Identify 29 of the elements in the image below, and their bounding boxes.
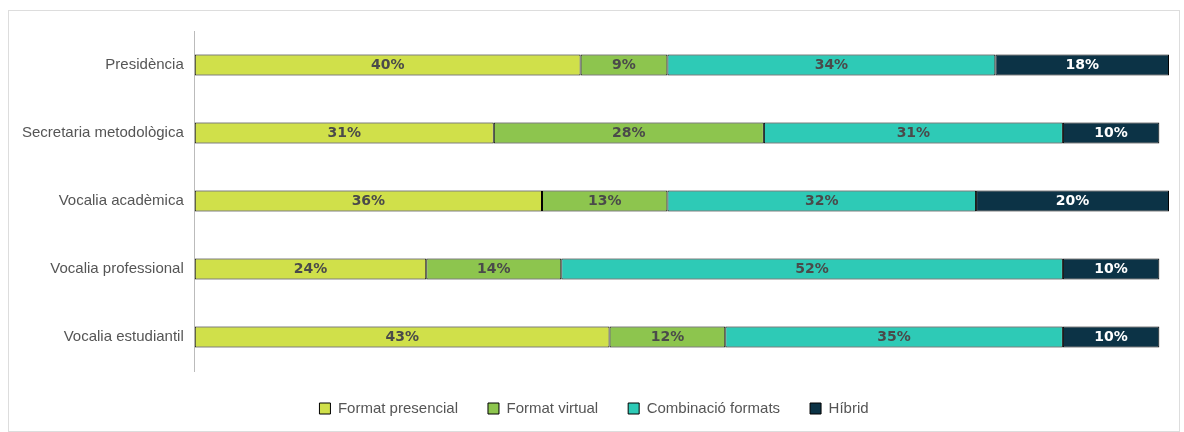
data-label: 14% bbox=[477, 259, 511, 276]
y-tick-label: Vocalia estudiantil bbox=[63, 327, 184, 345]
data-label: 20% bbox=[1055, 191, 1090, 208]
data-label: 35% bbox=[877, 327, 911, 344]
data-label: 34% bbox=[814, 55, 849, 72]
data-label: 10% bbox=[1094, 327, 1128, 344]
data-label: 12% bbox=[650, 327, 685, 344]
y-tick-label: Vocalia acadèmica bbox=[58, 191, 185, 209]
data-label: 52% bbox=[795, 259, 829, 276]
data-label: 32% bbox=[804, 191, 839, 208]
legend-label: Combinació formats bbox=[646, 398, 781, 416]
data-label: 31% bbox=[327, 123, 362, 140]
y-tick-label: Secretaria metodològica bbox=[21, 123, 185, 141]
legend-label: Format presencial bbox=[337, 398, 458, 416]
data-label: 18% bbox=[1065, 55, 1099, 72]
data-label: 24% bbox=[293, 259, 328, 276]
legend-label: Format virtual bbox=[506, 398, 599, 416]
data-label: 43% bbox=[385, 327, 419, 344]
data-label: 36% bbox=[351, 191, 386, 208]
y-tick-label: Vocalia professional bbox=[50, 259, 184, 277]
data-label: 13% bbox=[587, 191, 622, 208]
data-label: 9% bbox=[612, 55, 636, 72]
data-label: 10% bbox=[1094, 259, 1128, 276]
data-label: 28% bbox=[612, 123, 646, 140]
legend-label: Híbrid bbox=[828, 398, 869, 416]
data-label: 31% bbox=[896, 123, 931, 140]
data-label: 10% bbox=[1094, 123, 1128, 140]
y-tick-label: Presidència bbox=[105, 55, 185, 73]
data-label: 40% bbox=[370, 55, 405, 72]
